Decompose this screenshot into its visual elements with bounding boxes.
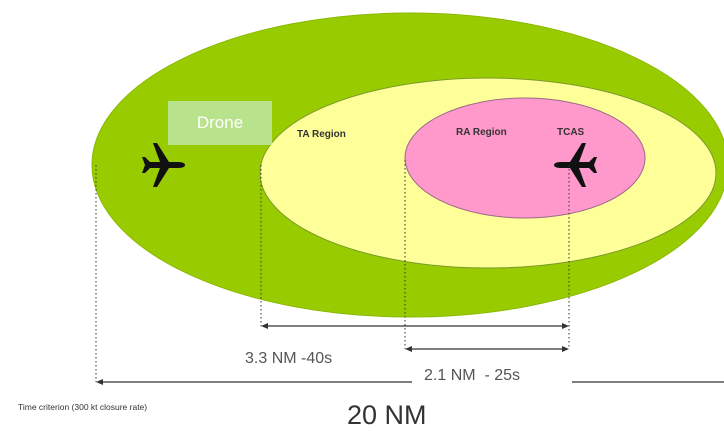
- ra-dimension-arrow-right: [562, 346, 569, 352]
- reference-lines: [95, 160, 570, 382]
- ta-dimension-arrow-right: [562, 323, 569, 329]
- ra-region: [404, 97, 646, 219]
- drone-label: Drone: [168, 101, 272, 145]
- airplane-icon: [142, 143, 185, 187]
- ta-distance-label: 3.3 NM -40s: [245, 350, 332, 367]
- total-dimension-arrow-left: [96, 379, 103, 385]
- total-distance-label: 20 NM: [347, 400, 427, 430]
- ta-dimension-arrow-left: [261, 323, 268, 329]
- airplane-icon: [554, 143, 597, 187]
- ra-region-label: RA Region: [456, 127, 507, 138]
- time-criterion-caption: Time criterion (300 kt closure rate): [18, 402, 147, 412]
- ra-distance-label: 2.1 NM - 25s: [424, 367, 520, 384]
- ra-dimension-arrow-left: [405, 346, 412, 352]
- ta-region-label: TA Region: [297, 129, 346, 140]
- tcas-label: TCAS: [557, 127, 585, 138]
